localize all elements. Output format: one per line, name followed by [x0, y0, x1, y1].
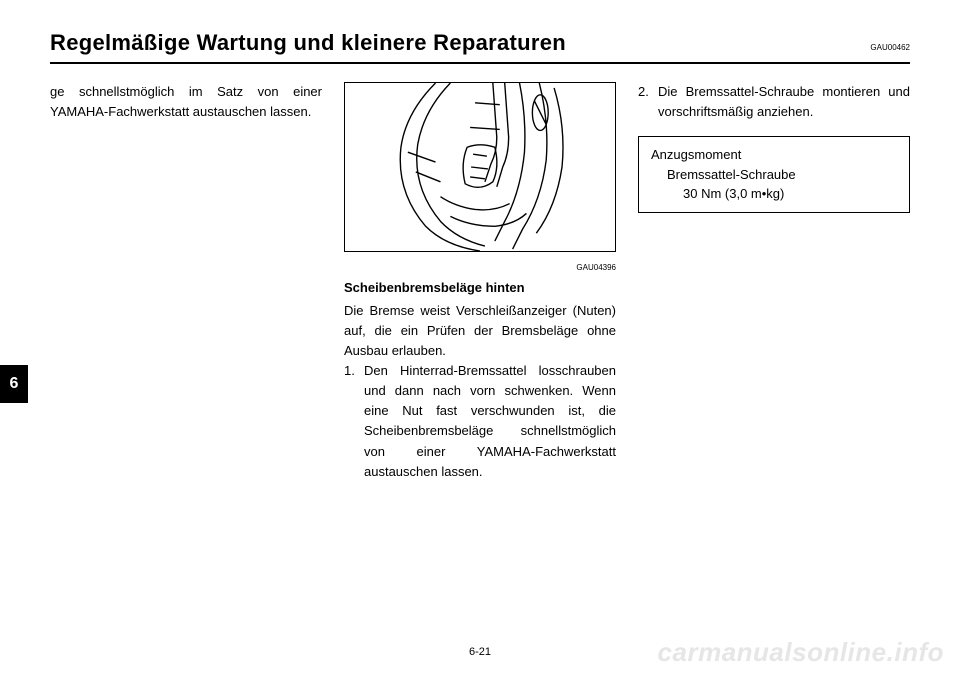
content-columns: ge schnellstmöglich im Satz von einer YA… — [50, 82, 910, 482]
list-text-1: Den Hinterrad-Bremssattel losschrauben u… — [364, 361, 616, 482]
torque-label: Anzugsmoment — [651, 145, 897, 165]
col2-list-item-1: 1. Den Hinterrad-Bremssattel losschraube… — [344, 361, 616, 482]
column-1: ge schnellstmöglich im Satz von einer YA… — [50, 82, 322, 482]
torque-value: 30 Nm (3,0 m•kg) — [651, 184, 897, 204]
header-title: Regelmäßige Wartung und kleinere Reparat… — [50, 30, 566, 56]
torque-spec-box: Anzugsmoment Bremssattel-Schraube 30 Nm … — [638, 136, 910, 213]
column-2: GAU04396 Scheibenbremsbeläge hinten Die … — [344, 82, 616, 482]
page-header: Regelmäßige Wartung und kleinere Reparat… — [50, 30, 910, 64]
list-number-2: 2. — [638, 82, 658, 122]
col1-paragraph: ge schnellstmöglich im Satz von einer YA… — [50, 82, 322, 122]
list-text-2: Die Bremssattel-Schraube mon­tieren und … — [658, 82, 910, 122]
col3-list-item-2: 2. Die Bremssattel-Schraube mon­tieren u… — [638, 82, 910, 122]
brake-caliper-svg — [345, 83, 615, 251]
torque-item: Bremssattel-Schraube — [651, 165, 897, 185]
col2-subheading: Scheibenbremsbeläge hinten — [344, 278, 616, 298]
figure-code: GAU04396 — [344, 262, 616, 274]
list-number-1: 1. — [344, 361, 364, 482]
col2-paragraph: Die Bremse weist Verschleißanzeiger (Nut… — [344, 301, 616, 361]
watermark: carmanualsonline.info — [658, 637, 944, 668]
header-code: GAU00462 — [870, 43, 910, 52]
brake-caliper-figure — [344, 82, 616, 252]
column-3: 2. Die Bremssattel-Schraube mon­tieren u… — [638, 82, 910, 482]
chapter-tab: 6 — [0, 365, 28, 403]
